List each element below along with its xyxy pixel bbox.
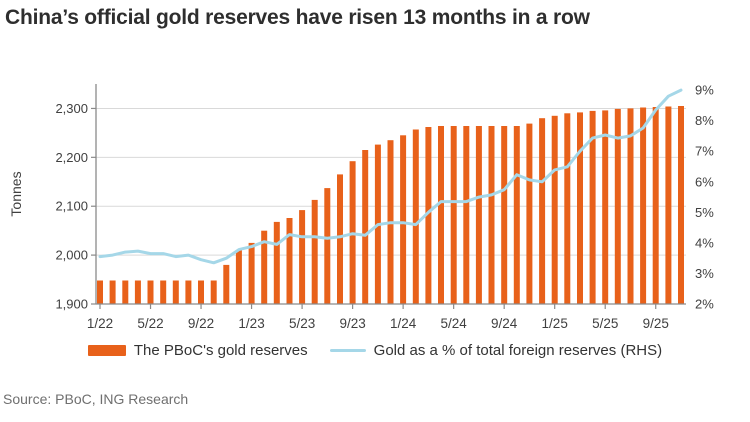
bar [286,218,293,304]
x-axis-tick-label: 9/25 [643,316,669,331]
bar [463,126,470,304]
bar [172,280,179,304]
x-axis-tick-label: 5/23 [289,316,315,331]
bar [425,127,432,304]
bar [564,113,571,304]
legend-item-pct-foreign-reserves: Gold as a % of total foreign reserves (R… [329,341,663,359]
y2-axis-tick-label: 8% [695,113,714,128]
bar [488,126,495,304]
bar [299,210,306,304]
y2-axis-tick-label: 2% [695,297,714,312]
bar [526,123,533,304]
y-axis-tick-label: 2,300 [55,101,88,116]
bar [400,135,407,304]
bar [589,110,596,305]
bar [185,280,192,304]
legend-bar-swatch-icon [87,344,126,356]
bar [147,280,154,304]
bar [412,129,419,304]
y-axis-tick-label: 2,200 [55,150,88,165]
x-axis-tick-label: 9/24 [491,316,518,331]
legend-line-label: Gold as a % of total foreign reserves (R… [373,341,663,359]
y-axis-tick-label: 2,100 [55,199,88,214]
bar [614,108,621,305]
bar [602,110,609,305]
bar [627,108,634,305]
bar [665,106,672,304]
x-axis-tick-label: 5/24 [441,316,468,331]
bar [501,126,508,304]
bar [261,230,268,304]
bar [513,126,520,304]
source-note: Source: PBoC, ING Research [3,391,189,407]
bar [652,107,659,304]
y2-axis-tick-label: 3% [695,266,714,281]
bar [235,250,242,304]
bar [577,112,583,305]
bar [450,126,457,304]
bar [198,280,204,304]
bar [134,280,141,304]
y2-axis-tick-label: 4% [695,235,714,250]
x-axis-tick-label: 1/23 [238,316,264,331]
line-series [98,88,683,265]
legend-bar-label: The PBoC's gold reserves [133,341,308,359]
y2-axis-tick-label: 7% [695,144,714,159]
chart-title: China’s official gold reserves have rise… [5,6,590,29]
bar [678,106,684,304]
bar [324,188,331,304]
x-axis-tick-label: 1/25 [542,316,568,331]
bar [640,107,647,304]
bar [539,118,546,304]
chart-plot-area: 1,900 2,000 2,100 2,200 2,300 2% 3% 4% 5% 6% 7% 8% 9… [8,83,714,331]
x-axis-tick-label: 1/24 [390,316,417,331]
bar [97,280,103,304]
legend: The PBoC's gold reserves Gold as a % of … [0,340,750,360]
y2-axis-tick-label: 6% [695,174,714,189]
x-axis-tick-label: 9/22 [188,316,214,331]
bar [223,264,230,304]
legend-item-gold-reserves: The PBoC's gold reserves [87,341,308,359]
bar [311,199,318,304]
bar [475,126,482,304]
y-axis-tick-label: 1,900 [55,297,88,312]
x-axis-tick-label: 1/22 [87,316,113,331]
x-axis-tick-label: 5/22 [137,316,163,331]
bar [248,242,255,304]
y2-axis-tick-label: 5% [695,205,714,220]
x-axis-tick-label: 9/23 [339,316,365,331]
y-axis-tick-label: 2,000 [55,248,88,263]
bar [109,280,116,304]
bar [337,174,343,304]
bar [438,126,444,304]
y2-axis-tick-label: 9% [695,83,714,98]
y-axis-title: Tonnes [8,171,24,216]
bar [273,221,280,304]
bar [362,150,369,304]
x-axis-tick-label: 5/25 [592,316,618,331]
bar [551,115,558,304]
legend-line-swatch-icon [329,348,366,352]
bar [160,280,167,304]
bar [210,280,217,304]
bar [122,280,129,304]
